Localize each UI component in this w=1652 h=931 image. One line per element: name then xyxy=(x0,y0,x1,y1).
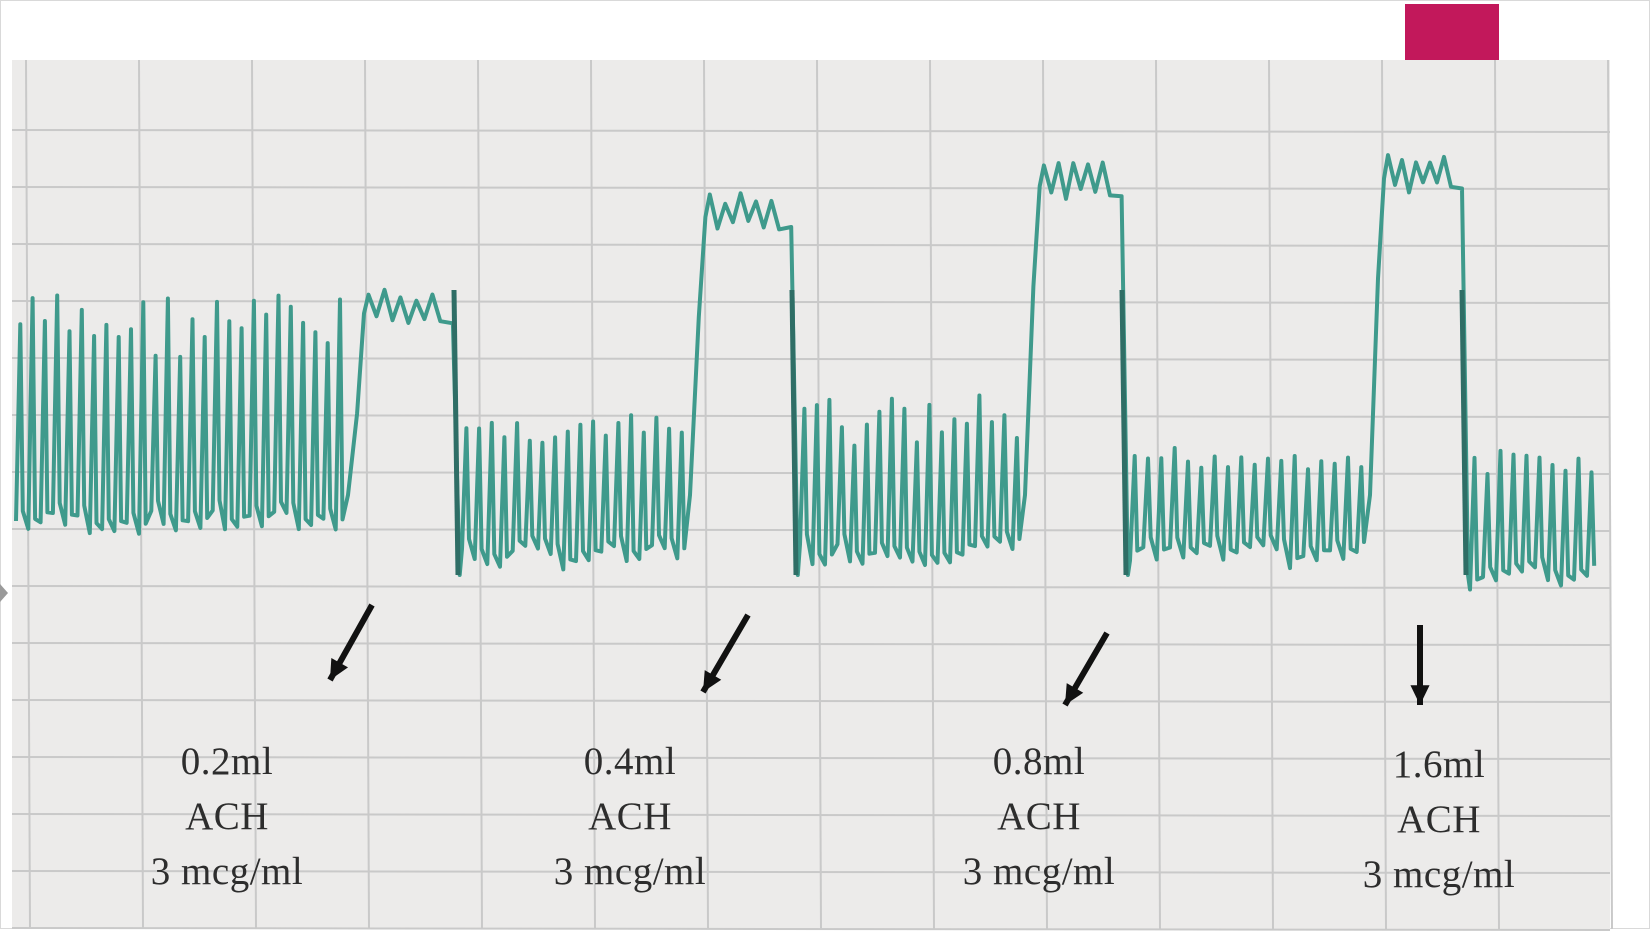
dose-drug: ACH xyxy=(997,795,1081,838)
trace-layer xyxy=(14,153,1597,592)
dose-arrow-head-icon xyxy=(330,658,349,680)
grid-line-horizontal xyxy=(11,870,1611,874)
dose-volume: 0.4ml xyxy=(583,740,677,783)
grid-lines xyxy=(11,59,1613,931)
accent-tab xyxy=(1405,4,1499,60)
dose-volume: 1.6ml xyxy=(1392,743,1486,786)
grid-line-horizontal xyxy=(11,129,1611,133)
grid-line-vertical xyxy=(1607,59,1613,930)
grid-line-vertical xyxy=(251,59,257,930)
grid-line-vertical xyxy=(1042,59,1048,930)
grid-line-horizontal xyxy=(11,699,1611,703)
dose-volume: 0.2ml xyxy=(180,740,274,783)
dose-arrow-head-icon xyxy=(703,670,722,692)
grid-line-horizontal xyxy=(11,813,1611,817)
arrow-layer xyxy=(327,603,1430,707)
grid-line-horizontal xyxy=(11,528,1611,532)
grid-line-horizontal xyxy=(11,300,1611,304)
grid-line-vertical xyxy=(364,59,370,930)
mouse-cursor-icon xyxy=(0,584,8,602)
grid-line-horizontal xyxy=(11,471,1611,475)
grid-line-horizontal xyxy=(11,927,1611,931)
dose-label-3: 0.8ml ACH 3 mcg/ml xyxy=(899,734,1179,899)
dose-concentration: 3 mcg/ml xyxy=(150,850,304,893)
dose-concentration: 3 mcg/ml xyxy=(962,850,1116,893)
kymograph-record xyxy=(12,60,1610,929)
grid-line-horizontal xyxy=(11,186,1611,190)
dose-label-2: 0.4ml ACH 3 mcg/ml xyxy=(490,734,770,899)
dose-drug: ACH xyxy=(185,795,269,838)
grid-line-horizontal xyxy=(11,756,1611,760)
dose-volume: 0.8ml xyxy=(992,740,1086,783)
grid-line-horizontal xyxy=(11,585,1611,589)
grid-line-horizontal xyxy=(11,642,1611,646)
dose-concentration: 3 mcg/ml xyxy=(1362,853,1516,896)
washout-edge xyxy=(1459,289,1469,576)
contraction-trace-line xyxy=(14,153,1597,592)
dose-drug: ACH xyxy=(1397,798,1481,841)
washout-edge xyxy=(451,289,461,576)
washout-edge xyxy=(789,289,799,576)
grid-line-vertical xyxy=(703,59,709,930)
dose-label-1: 0.2ml ACH 3 mcg/ml xyxy=(87,734,367,899)
washout-edge xyxy=(1119,289,1129,576)
dose-concentration: 3 mcg/ml xyxy=(553,850,707,893)
grid-line-horizontal xyxy=(11,243,1611,247)
dose-drug: ACH xyxy=(588,795,672,838)
dose-arrow-head-icon xyxy=(1065,683,1084,705)
dose-arrow-head-icon xyxy=(1410,685,1430,705)
dose-label-4: 1.6ml ACH 3 mcg/ml xyxy=(1299,737,1579,902)
